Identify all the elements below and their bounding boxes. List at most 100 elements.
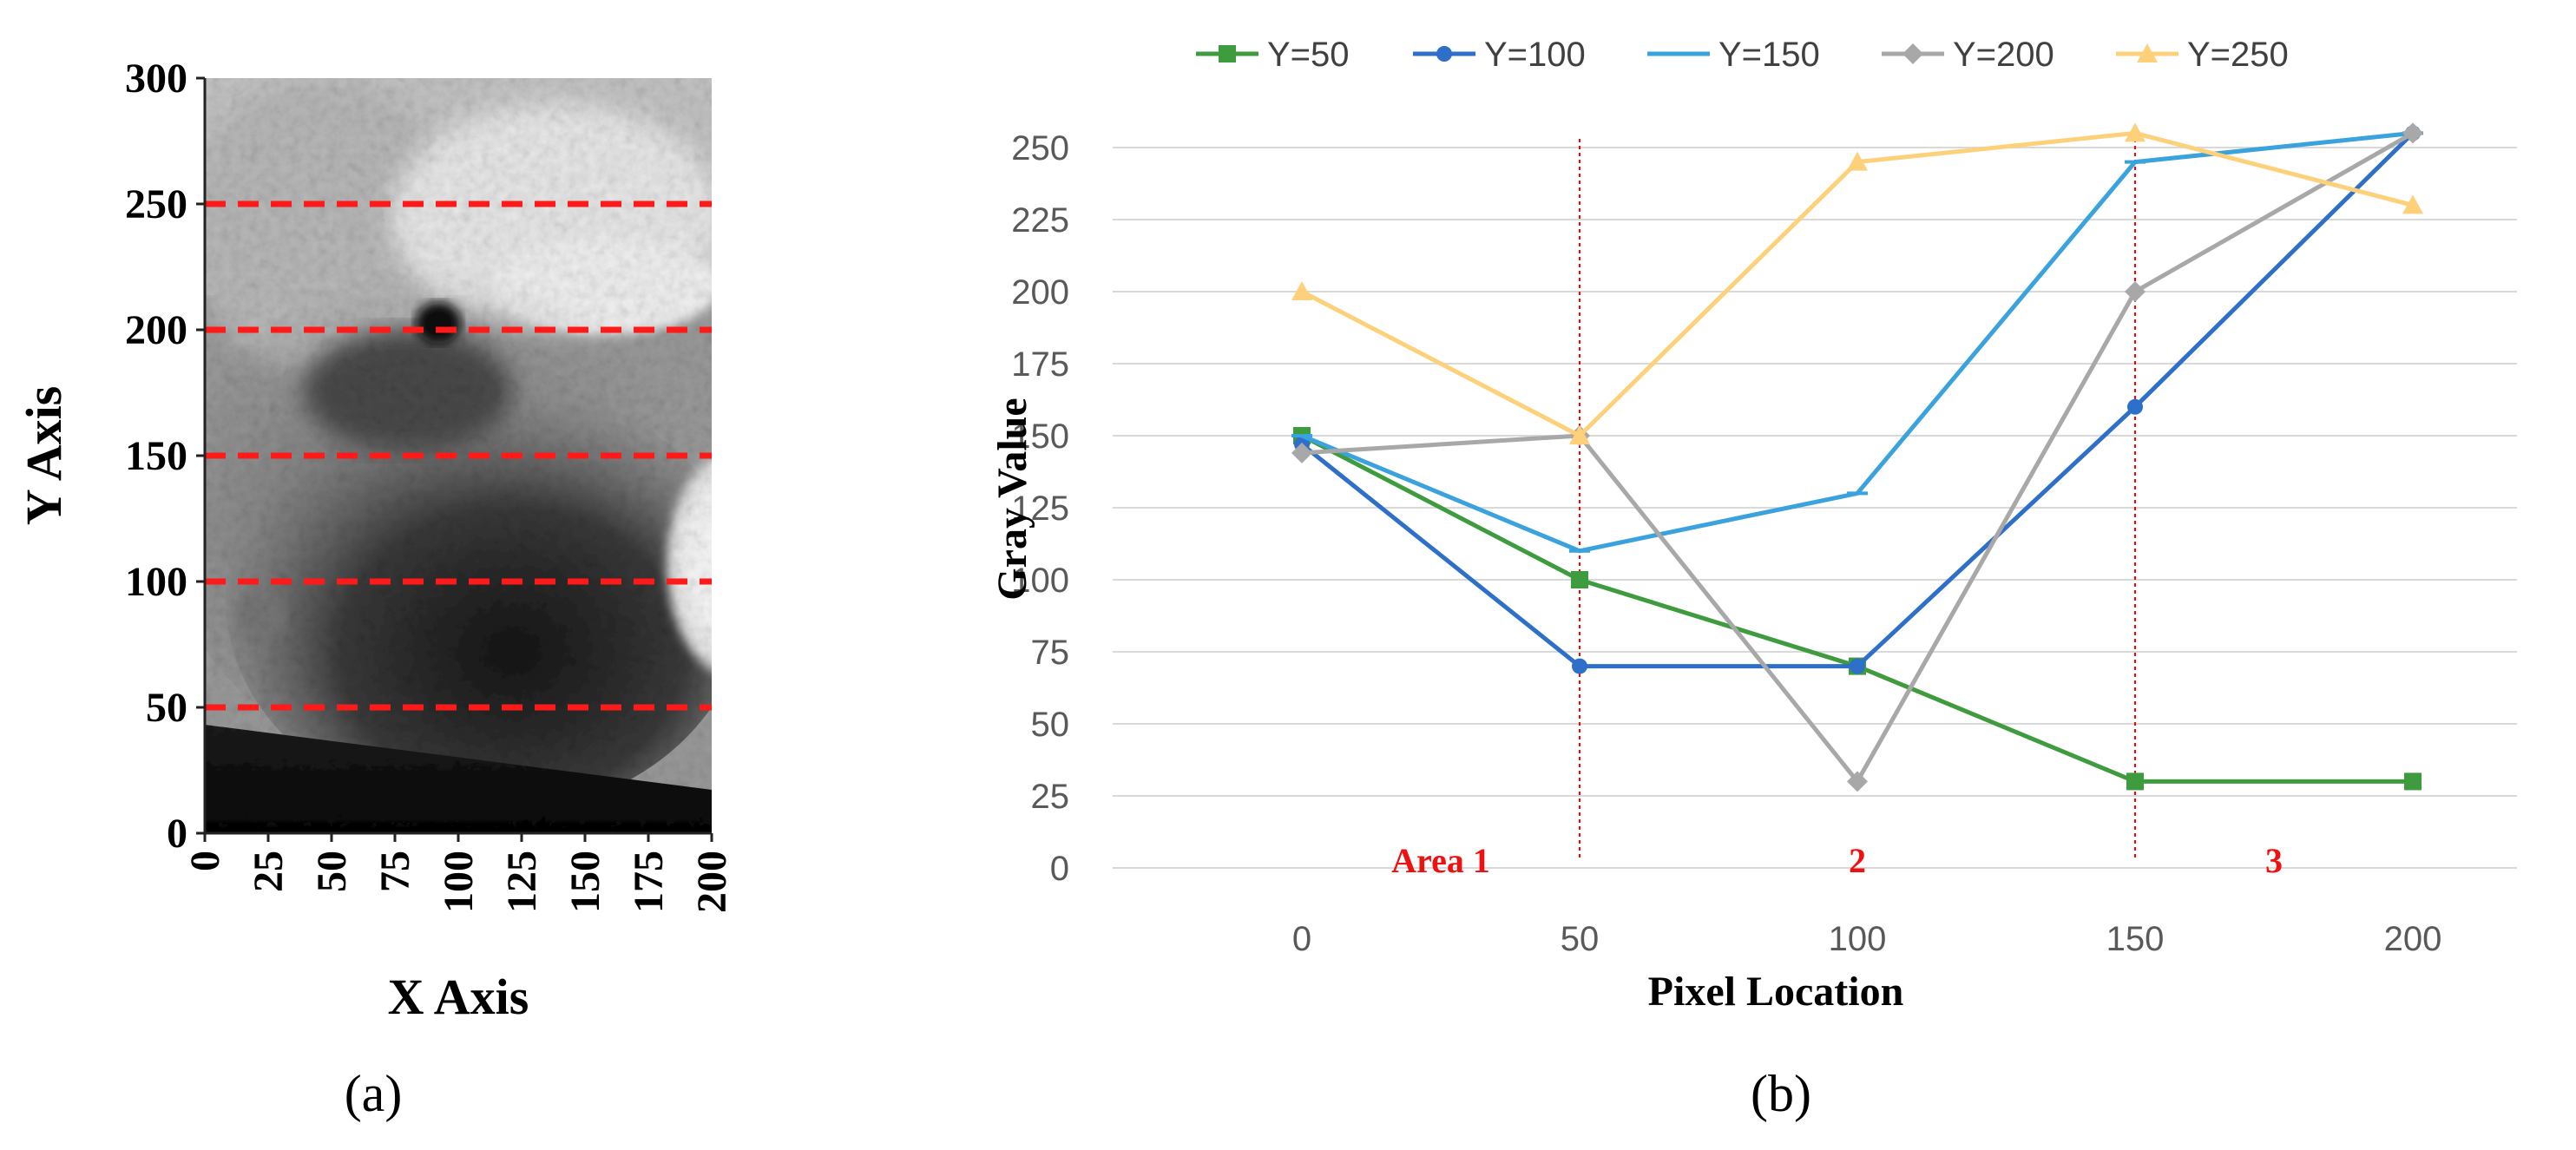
circle-marker	[1436, 46, 1452, 62]
legend-item: Y=250	[2116, 36, 2289, 74]
legend-item: Y=100	[1413, 36, 1586, 74]
legend-label: Y=100	[1484, 36, 1586, 74]
y-tick-label-a: 50	[146, 685, 187, 731]
square-marker	[2126, 772, 2144, 791]
dash-marker	[1668, 52, 1689, 56]
series-line	[1300, 131, 2415, 669]
x-tick-label-a: 0	[182, 851, 228, 871]
reference-lines	[205, 200, 712, 711]
x-tick-label-a: 50	[309, 851, 355, 892]
x-axis-label-b: Pixel Location	[1648, 969, 1904, 1015]
x-tick-label-b: 100	[1829, 920, 1887, 958]
x-tick-label-a: 175	[626, 851, 672, 913]
series-line	[1301, 130, 2414, 554]
triangle-marker	[1847, 151, 1868, 171]
legend-label: Y=50	[1267, 36, 1350, 74]
x-axis-label-a: X Axis	[388, 969, 529, 1025]
diamond-marker	[1291, 442, 1312, 463]
small-gray-spot	[236, 590, 285, 642]
dark-patch	[304, 330, 512, 451]
x-tick-label-b: 0	[1292, 920, 1311, 958]
triangle-marker	[1569, 425, 1590, 444]
x-tick-label-a: 100	[436, 851, 482, 913]
y-tick-label-b: 75	[1031, 634, 1070, 672]
y-axis-label-a: Y Axis	[16, 386, 72, 526]
series-line	[1300, 130, 2414, 438]
y-tick-label-b: 0	[1050, 850, 1069, 888]
y-tick-label-b: 175	[1011, 345, 1069, 384]
area-label: 3	[2265, 841, 2283, 880]
area-labels: Area 1 2 3	[1391, 841, 2283, 880]
panel-label-b: (b)	[1751, 1065, 1811, 1122]
panel-label-a: (a)	[345, 1065, 403, 1122]
axes-a: 0 50 100 150 200 250 300 0 25 50 75 100 125 150 175 200	[125, 56, 735, 913]
x-tick-label-a: 25	[246, 851, 292, 892]
dash-marker	[2125, 160, 2146, 164]
y-tick-label-b: 200	[1011, 273, 1069, 312]
diamond-marker	[1847, 771, 1868, 792]
y-tick-labels: 0 25 50 75 100 125 150 175 200 225 250	[1011, 129, 1069, 888]
panel-b-line-chart: 0 25 50 75 100 125 150 175 200 225 250 0 50 100 150 20…	[833, 0, 2576, 1146]
x-tick-label-a: 75	[372, 851, 418, 892]
triangle-marker	[2402, 194, 2423, 214]
y-tick-label-a: 150	[125, 433, 187, 479]
series-line	[1300, 433, 2413, 784]
legend: Y=50 Y=100 Y=150 Y=200 Y=250	[1196, 36, 2289, 74]
area-dividers	[1579, 139, 2136, 859]
y-tick-label-a: 100	[125, 559, 187, 605]
x-tick-label-b: 200	[2384, 920, 2442, 958]
x-tick-label-b: 150	[2106, 920, 2165, 958]
y-axis-label-b: Gray Value	[989, 398, 1035, 600]
x-tick-label-a: 150	[562, 851, 608, 913]
triangle-marker	[1291, 281, 1312, 300]
area-label: Area 1	[1391, 841, 1490, 880]
legend-item: Y=150	[1647, 36, 1820, 74]
series-lines	[1291, 122, 2423, 792]
y-tick-label-b: 25	[1031, 778, 1070, 816]
y-tick-label-b: 100	[1011, 562, 1069, 600]
x-tick-label-a: 200	[689, 851, 735, 913]
y-tick-label-a: 200	[125, 307, 187, 353]
area-label: 2	[1849, 841, 1866, 880]
panel-a-heatmap: 0 50 100 150 200 250 300 0 25 50 75 100 125 150 175 200…	[0, 0, 833, 1146]
circle-marker	[1850, 658, 1865, 674]
legend-item: Y=200	[1882, 36, 2054, 74]
black-bottom-wedge	[205, 725, 712, 833]
dash-marker	[1291, 434, 1312, 437]
diamond-marker	[1902, 43, 1923, 64]
legend-label: Y=150	[1718, 36, 1820, 74]
diamond-marker	[2402, 122, 2423, 144]
square-marker	[1571, 571, 1588, 588]
series-line	[1301, 131, 2415, 784]
heatmap-chart: 0 50 100 150 200 250 300 0 25 50 75 100 125 150 175 200…	[16, 56, 735, 1122]
triangle-marker	[2137, 43, 2158, 62]
gridlines	[1113, 147, 2517, 869]
square-marker	[1219, 45, 1236, 62]
y-tick-label-b: 50	[1031, 706, 1070, 744]
dash-marker	[1569, 549, 1590, 553]
series-y-250	[1291, 122, 2423, 444]
triangle-marker	[2125, 122, 2146, 142]
x-tick-label-a: 125	[499, 851, 545, 913]
y-tick-label-a: 300	[125, 56, 187, 102]
diamond-marker	[2125, 281, 2146, 302]
x-tick-label-b: 50	[1561, 920, 1600, 958]
circle-marker	[1572, 658, 1587, 674]
series-y-200	[1291, 122, 2423, 792]
series-y-50	[1293, 427, 2422, 791]
y-tick-label-a: 0	[167, 811, 187, 857]
y-tick-label-b: 250	[1011, 129, 1069, 168]
y-tick-label-b: 150	[1011, 417, 1069, 456]
circle-marker	[2127, 398, 2143, 415]
dark-spot	[416, 302, 461, 344]
x-tick-labels: 0 50 100 150 200	[1292, 920, 2442, 958]
bright-circle	[667, 458, 712, 670]
series-y-150	[1291, 130, 2423, 554]
legend-item: Y=50	[1196, 36, 1350, 74]
legend-label: Y=250	[2187, 36, 2289, 74]
series-y-100	[1294, 125, 2421, 674]
y-tick-label-b: 225	[1011, 201, 1069, 240]
y-tick-label-b: 125	[1011, 490, 1069, 528]
square-marker	[2404, 772, 2422, 791]
